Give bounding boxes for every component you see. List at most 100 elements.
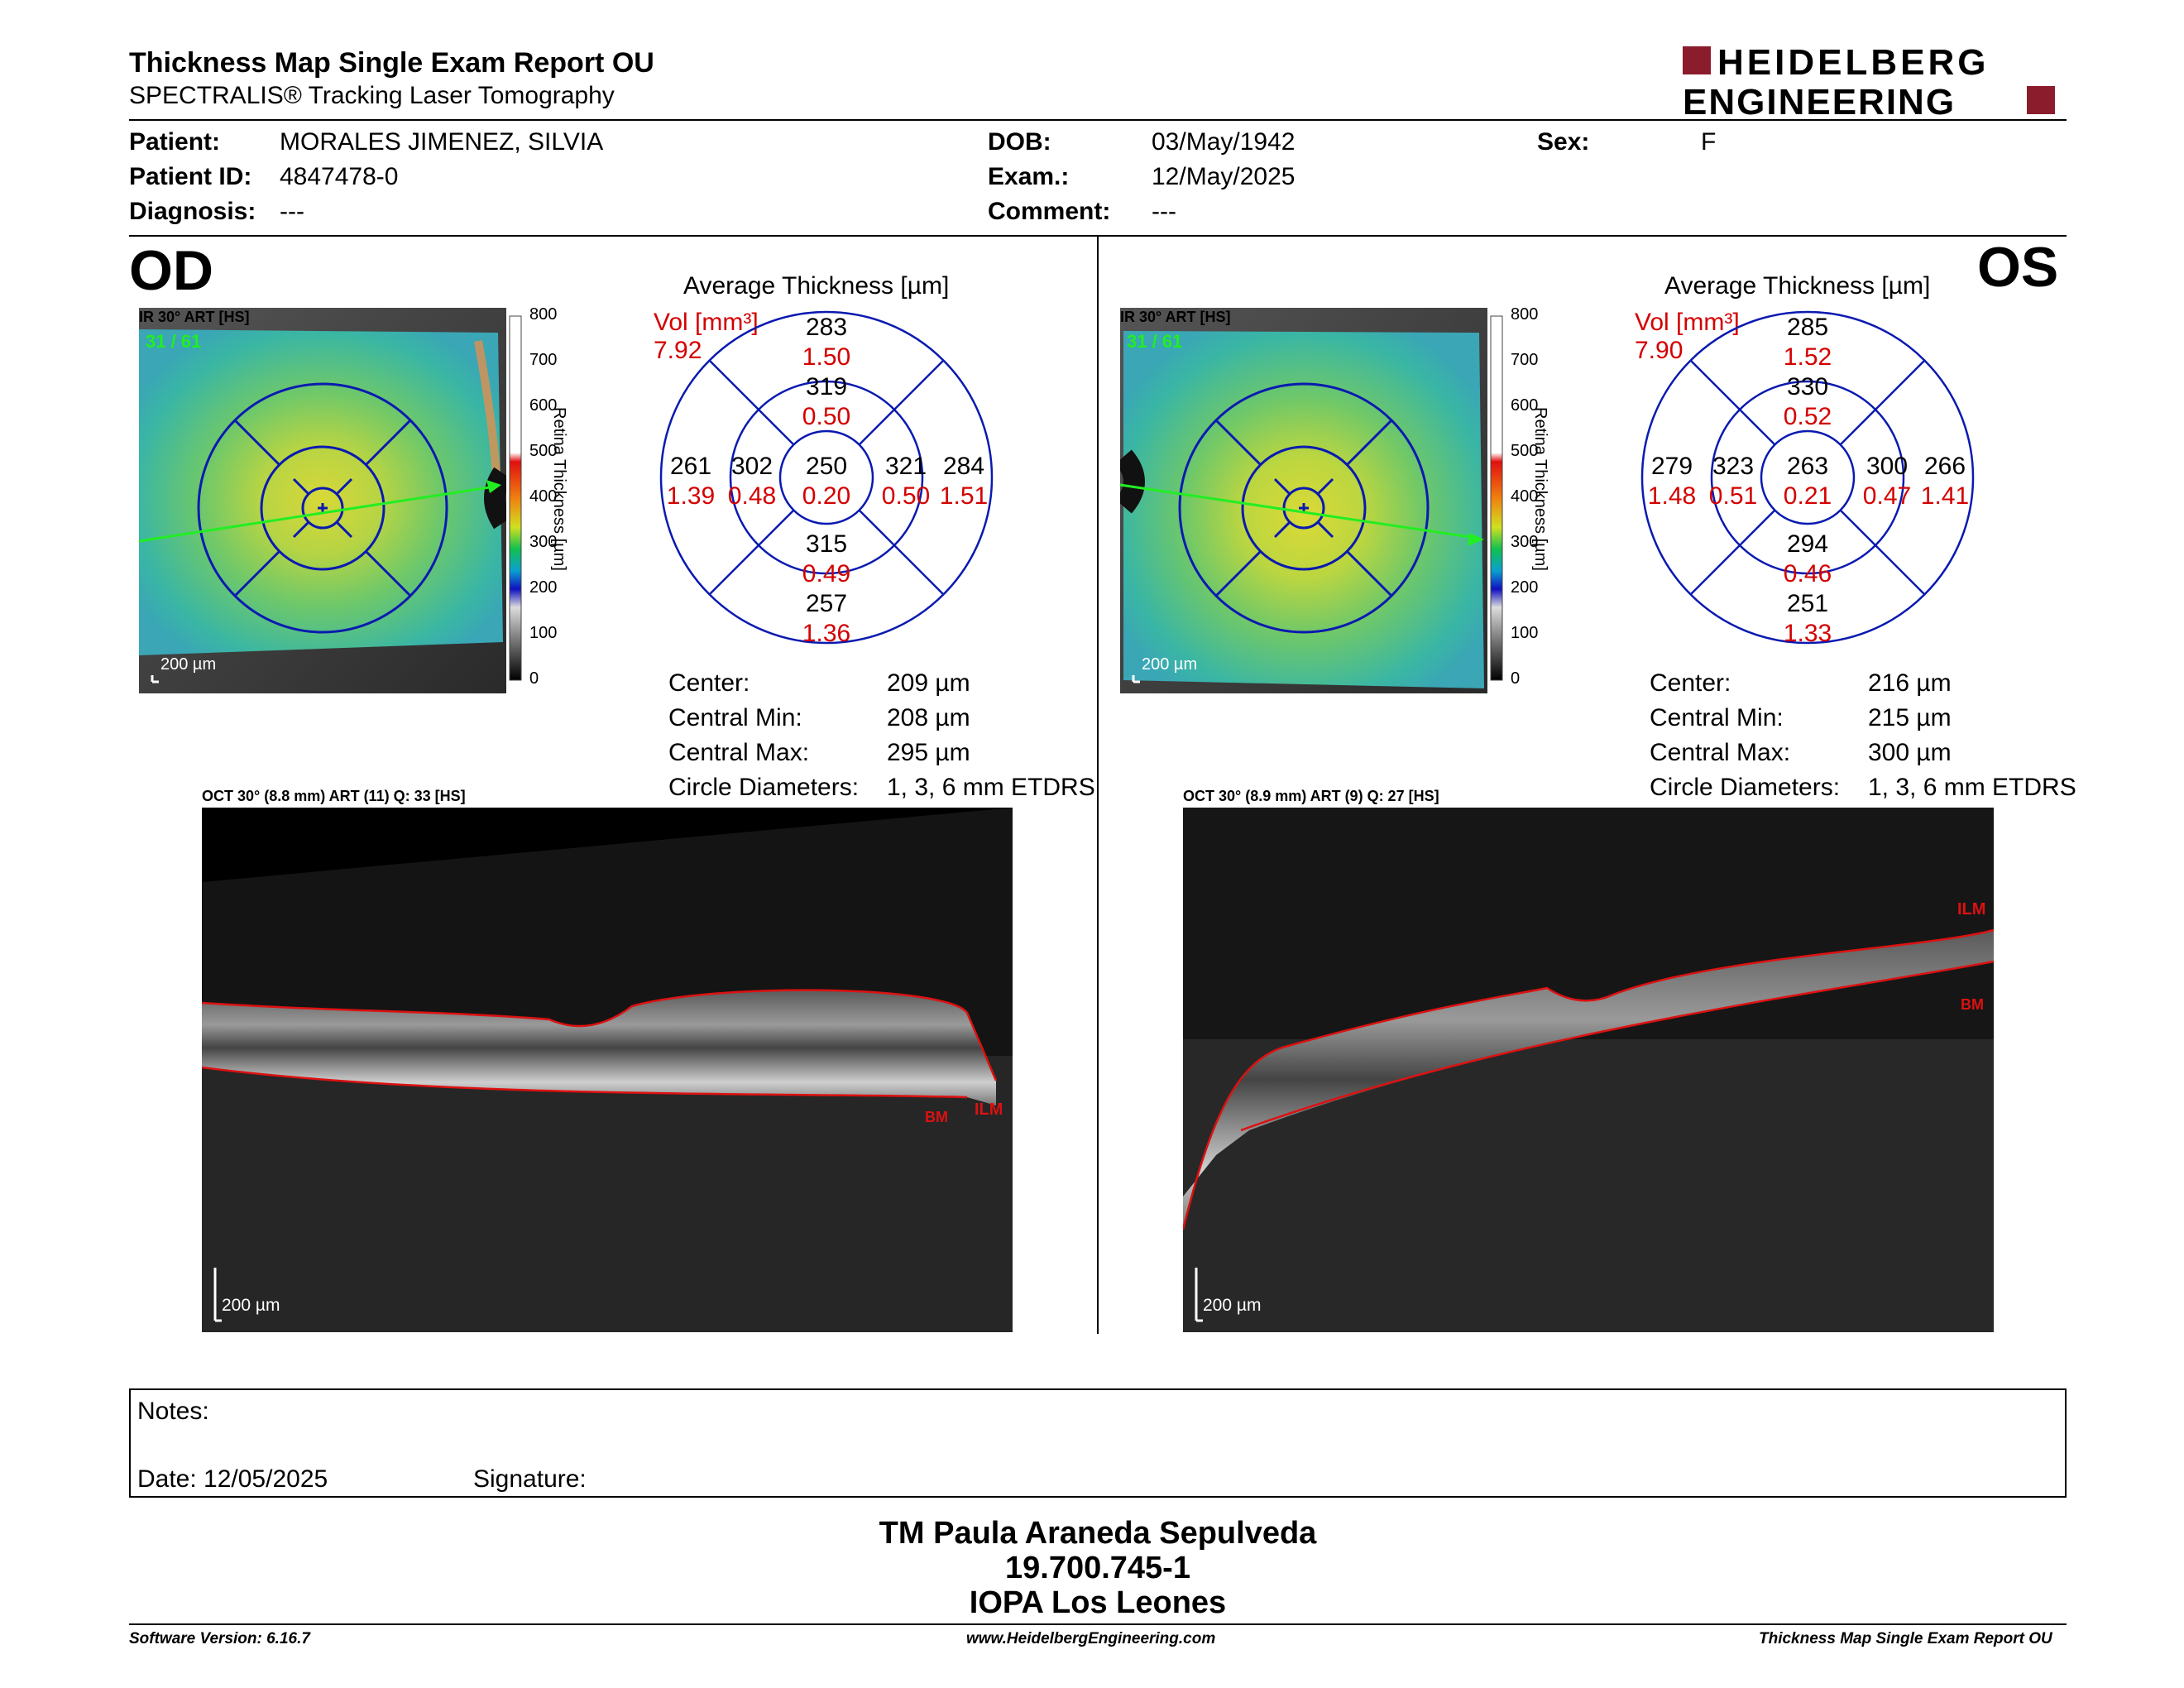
od-thickness-map [138, 308, 513, 693]
os-outer-nasal-volume: 1.41 [1920, 482, 1970, 510]
notes-box[interactable] [129, 1388, 2067, 1498]
os-stat-min-value: 215 µm [1868, 704, 1952, 731]
od-vol-value: 7.92 [654, 337, 702, 364]
os-inner-nasal-thickness: 300 [1866, 453, 1909, 480]
os-stat-max-value: 300 µm [1868, 739, 1952, 766]
os-inner-superior-thickness: 330 [1786, 373, 1829, 400]
od-oct-scan [201, 808, 1013, 1332]
od-eye-label: OD [129, 239, 213, 302]
diagnosis-label: Diagnosis: [129, 198, 256, 225]
heidelberg-logo: HEIDELBERG ENGINEERING [1683, 42, 2063, 122]
od-etdrs-grid [659, 309, 994, 645]
patient-id: 4847478-0 [280, 163, 399, 190]
notes-label: Notes: [137, 1398, 209, 1425]
od-inner-nasal-thickness: 321 [884, 453, 927, 480]
os-colorbar [1489, 308, 1572, 693]
od-stat-max-value: 295 µm [887, 739, 970, 766]
os-outer-inferior-thickness: 251 [1786, 590, 1829, 617]
od-inner-superior-thickness: 319 [805, 373, 848, 400]
od-oct-scale: 200 µm [222, 1296, 280, 1315]
signature-institution: IOPA Los Leones [969, 1585, 1227, 1620]
os-bm-label: BM [1961, 996, 1984, 1013]
os-ir-label: IR 30° ART [HS] [1120, 309, 1231, 325]
od-center-volume: 0.20 [802, 482, 851, 510]
os-etdrs-grid [1640, 309, 1976, 645]
os-inner-temporal-volume: 0.51 [1708, 482, 1758, 510]
os-outer-inferior-volume: 1.33 [1783, 620, 1832, 647]
os-center-thickness: 263 [1786, 453, 1829, 480]
footer-website[interactable]: www.HeidelbergEngineering.com [966, 1630, 1216, 1647]
os-vol-label: Vol [mm³] [1635, 309, 1740, 336]
signature-label: Signature: [473, 1465, 587, 1493]
od-ilm-label: ILM [975, 1101, 1003, 1119]
dob-value: 03/May/1942 [1152, 128, 1296, 156]
od-outer-nasal-thickness: 284 [942, 453, 985, 480]
od-inner-temporal-thickness: 302 [730, 453, 774, 480]
os-colorbar-ticks: 800 700 600 500 400 300 200 100 0 [1511, 305, 1539, 688]
exam-value: 12/May/2025 [1152, 163, 1296, 190]
od-stat-diam-label: Circle Diameters: [668, 774, 860, 801]
od-center-thickness: 250 [805, 453, 848, 480]
os-oct-scale: 200 µm [1203, 1296, 1262, 1315]
od-inner-nasal-volume: 0.50 [881, 482, 931, 510]
od-outer-temporal-thickness: 261 [669, 453, 712, 480]
od-map-scale: 200 µm [160, 655, 217, 674]
os-outer-temporal-thickness: 279 [1650, 453, 1693, 480]
os-vol-value: 7.90 [1635, 337, 1684, 364]
os-stat-center-label: Center: [1650, 669, 1731, 697]
os-outer-superior-thickness: 285 [1786, 314, 1829, 341]
os-center-volume: 0.21 [1783, 482, 1832, 510]
od-vol-label: Vol [mm³] [654, 309, 759, 336]
os-outer-superior-volume: 1.52 [1783, 343, 1832, 371]
od-stat-center-value: 209 µm [887, 669, 970, 697]
od-stat-min-value: 208 µm [887, 704, 970, 731]
os-outer-nasal-thickness: 266 [1923, 453, 1966, 480]
patient-label: Patient: [129, 128, 221, 156]
od-colorbar [508, 308, 591, 693]
od-oct-label: OCT 30° (8.8 mm) ART (11) Q: 33 [HS] [202, 788, 466, 804]
od-inner-inferior-thickness: 315 [805, 530, 848, 558]
signature-block: TM Paula Araneda Sepulveda 19.700.745-1 … [129, 1516, 2067, 1620]
os-inner-superior-volume: 0.52 [1783, 403, 1832, 430]
os-avg-title: Average Thickness [µm] [1664, 272, 1931, 300]
od-colorbar-title: Retina Thickness [µm] [550, 407, 568, 571]
sex-value: F [1701, 128, 1717, 156]
od-stat-center-label: Center: [668, 669, 750, 697]
diagnosis-value: --- [280, 198, 304, 225]
od-avg-title: Average Thickness [µm] [683, 272, 950, 300]
footer-report-name: Thickness Map Single Exam Report OU [1759, 1630, 2052, 1647]
od-stat-max-label: Central Max: [668, 739, 810, 766]
os-stat-center-value: 216 µm [1868, 669, 1952, 697]
os-inner-nasal-volume: 0.47 [1862, 482, 1912, 510]
logo-line1: HEIDELBERG [1717, 45, 1989, 83]
os-inner-inferior-volume: 0.46 [1783, 560, 1832, 587]
report-title: Thickness Map Single Exam Report OU [129, 47, 654, 79]
os-inner-temporal-thickness: 323 [1712, 453, 1755, 480]
dob-label: DOB: [988, 128, 1051, 156]
report-subtitle: SPECTRALIS® Tracking Laser Tomography [129, 82, 615, 109]
center-divider [1097, 237, 1099, 1334]
od-stat-min-label: Central Min: [668, 704, 802, 731]
od-ir-label: IR 30° ART [HS] [139, 309, 250, 325]
signature-id: 19.700.745-1 [1005, 1551, 1190, 1585]
os-stat-diam-value: 1, 3, 6 mm ETDRS [1868, 774, 2076, 801]
od-colorbar-ticks: 800 700 600 500 400 300 200 100 0 [529, 305, 558, 688]
os-map-scale: 200 µm [1142, 655, 1198, 674]
od-outer-inferior-thickness: 257 [805, 590, 848, 617]
os-eye-label: OS [1977, 236, 2059, 299]
od-bm-label: BM [925, 1109, 948, 1125]
od-inner-inferior-volume: 0.49 [802, 560, 851, 587]
patient-id-label: Patient ID: [129, 163, 252, 190]
patient-name: MORALES JIMENEZ, SILVIA [280, 128, 604, 156]
od-outer-superior-volume: 1.50 [802, 343, 851, 371]
os-ilm-label: ILM [1957, 900, 1986, 918]
os-oct-scan [1181, 808, 1995, 1332]
os-inner-inferior-thickness: 294 [1786, 530, 1829, 558]
od-outer-nasal-volume: 1.51 [939, 482, 989, 510]
os-stat-diam-label: Circle Diameters: [1650, 774, 1841, 801]
signature-name: TM Paula Araneda Sepulveda [879, 1516, 1317, 1551]
od-outer-superior-thickness: 283 [805, 314, 848, 341]
od-outer-temporal-volume: 1.39 [666, 482, 716, 510]
os-outer-temporal-volume: 1.48 [1647, 482, 1697, 510]
comment-value: --- [1152, 198, 1176, 225]
